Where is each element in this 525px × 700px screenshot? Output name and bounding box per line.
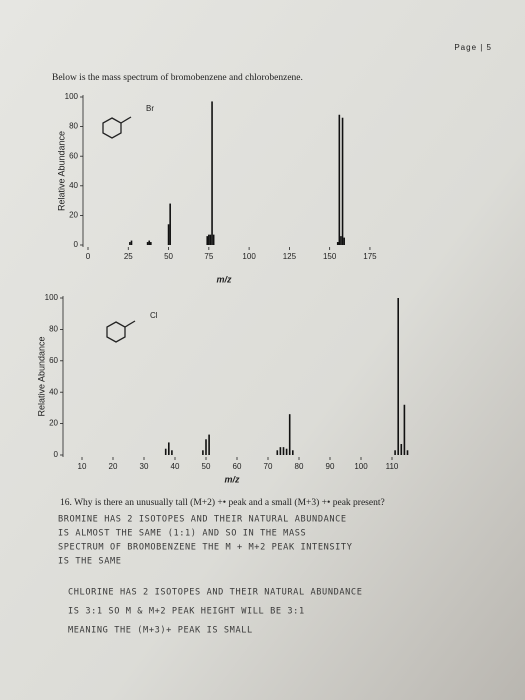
peak <box>292 450 294 455</box>
peak <box>282 447 285 455</box>
y-tick-label: 80 <box>49 325 58 334</box>
handwritten-answer: CHLORINE HAS 2 ISOTOPES AND THEIR NATURA… <box>68 588 362 598</box>
handwritten-answer: MEANING THE (M+3)+ PEAK IS SMALL <box>68 626 253 636</box>
x-tick-label: 25 <box>124 252 133 261</box>
handwritten-answer: SPECTRUM OF BROMOBENZENE THE M + M+2 PEA… <box>58 543 353 553</box>
peak <box>208 234 210 245</box>
peak <box>150 242 152 245</box>
peak <box>206 236 209 245</box>
intro: Below is the mass spectrum of bromobenze… <box>52 72 303 83</box>
x-tick-label: 75 <box>204 252 213 261</box>
peak <box>341 117 344 245</box>
y-tick-label: 60 <box>49 356 58 365</box>
handwritten-answer: IS ALMOST THE SAME (1:1) AND SO IN THE M… <box>58 529 306 539</box>
peak <box>394 450 396 455</box>
y-tick-label: 0 <box>74 240 79 249</box>
peak <box>338 114 341 245</box>
x-tick-label: 70 <box>264 462 273 471</box>
y-tick-label: 0 <box>54 450 59 459</box>
x-tick-label: 20 <box>109 462 118 471</box>
peak <box>288 414 291 455</box>
peak <box>169 203 171 245</box>
peak <box>209 234 212 245</box>
x-tick-label: 80 <box>295 462 304 471</box>
annotation: Br <box>146 104 154 113</box>
handwritten-answer: IS 3:1 SO M & M+2 PEAK HEIGHT WILL BE 3:… <box>68 607 305 617</box>
x-tick-label: 100 <box>242 252 256 261</box>
peak <box>397 298 399 455</box>
peak <box>406 450 409 455</box>
handwritten-answer: IS THE SAME <box>58 557 122 567</box>
x-tick-label: 50 <box>202 462 211 471</box>
peak <box>129 242 131 245</box>
benzene-icon <box>106 320 136 343</box>
handwritten-answer: BROMINE HAS 2 ISOTOPES AND THEIR NATURAL… <box>58 515 347 525</box>
peak <box>168 442 170 455</box>
x-tick-label: 150 <box>323 252 337 261</box>
peak <box>146 242 149 245</box>
y-tick-label: 40 <box>69 181 78 190</box>
peak <box>211 101 213 245</box>
y-tick-label: 20 <box>49 419 58 428</box>
peak <box>130 240 133 245</box>
x-tick-label: 60 <box>233 462 242 471</box>
y-axis-label: Relative Abundance <box>56 131 66 211</box>
peak <box>400 444 403 455</box>
peak <box>148 240 151 245</box>
peak <box>205 439 207 455</box>
x-tick-label: 90 <box>326 462 335 471</box>
x-tick-label: 100 <box>354 462 368 471</box>
x-tick-label: 10 <box>78 462 87 471</box>
peak <box>285 448 288 455</box>
y-tick-label: 20 <box>69 211 78 220</box>
peak <box>336 242 339 245</box>
peak <box>208 434 210 455</box>
page-label: Page | 5 <box>454 43 492 52</box>
x-tick-label: 40 <box>171 462 180 471</box>
peak <box>167 224 170 245</box>
annotation: Cl <box>150 311 158 320</box>
y-axis-label: Relative Abundance <box>36 336 46 416</box>
y-tick-label: 60 <box>69 151 78 160</box>
x-tick-label: 0 <box>86 252 91 261</box>
x-tick-label: 110 <box>386 462 399 471</box>
peak <box>202 450 204 455</box>
x-tick-label: 175 <box>363 252 377 261</box>
peak <box>164 448 167 455</box>
peak <box>171 450 173 455</box>
peak <box>279 447 282 455</box>
peak <box>276 450 279 455</box>
peak <box>340 236 342 245</box>
x-tick-label: 125 <box>283 252 297 261</box>
peak <box>212 234 215 245</box>
peak <box>403 404 406 455</box>
x-axis-label: m/z <box>224 474 240 484</box>
y-tick-label: 100 <box>65 92 79 101</box>
peak <box>343 237 345 245</box>
x-tick-label: 50 <box>164 252 173 261</box>
question: 16. Why is there an unusually tall (M+2)… <box>60 497 385 508</box>
y-tick-label: 100 <box>45 293 59 302</box>
y-tick-label: 40 <box>49 387 58 396</box>
x-axis-label: m/z <box>216 274 232 284</box>
x-tick-label: 30 <box>140 462 149 471</box>
y-tick-label: 80 <box>69 122 78 131</box>
benzene-icon <box>102 116 132 139</box>
